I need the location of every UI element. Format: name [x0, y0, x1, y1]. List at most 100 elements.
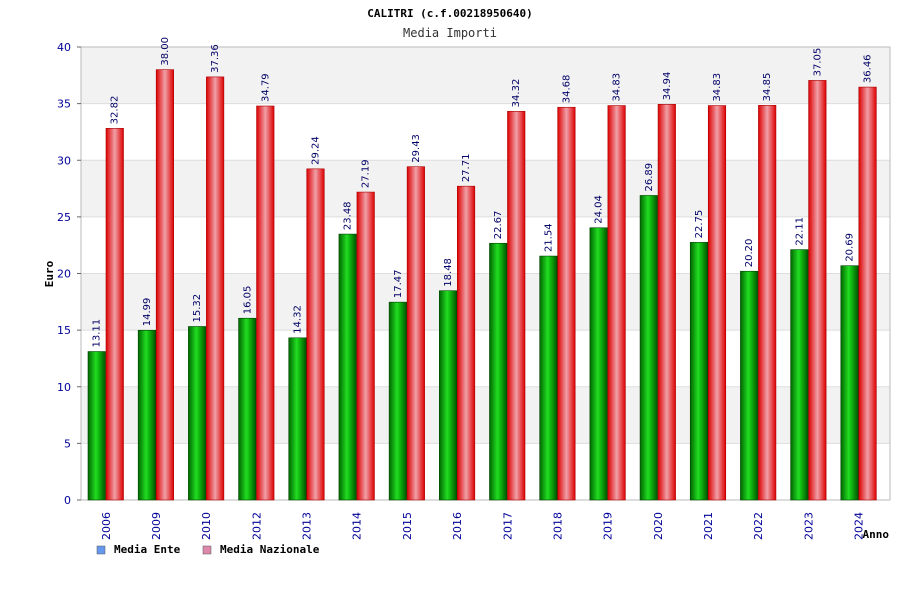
bar-media-nazionale: [406, 166, 425, 501]
bar-value-label: 23.48: [343, 201, 354, 230]
bar-value-label: 18.48: [443, 258, 454, 287]
bar-media-nazionale: [256, 105, 275, 501]
bar-value-label: 24.04: [594, 195, 605, 224]
bar-media-nazionale: [858, 86, 877, 501]
bar-value-label: 29.43: [411, 134, 422, 163]
bar-value-label: 34.83: [712, 73, 723, 102]
bar-value-label: 34.32: [511, 79, 522, 108]
bar-media-ente: [740, 270, 759, 501]
bar-value-label: 34.85: [762, 73, 773, 102]
y-axis-label: Euro: [43, 260, 56, 287]
bar-media-nazionale: [808, 80, 827, 501]
x-axis-label: Anno: [863, 528, 890, 541]
bar-media-nazionale: [758, 105, 777, 501]
y-tick-label: 0: [64, 494, 71, 507]
bar-media-ente: [137, 329, 156, 501]
bar-value-label: 37.36: [210, 44, 221, 73]
bar-media-ente: [840, 265, 859, 501]
legend-label-nazionale: Media Nazionale: [220, 543, 320, 556]
bar-value-label: 36.46: [863, 54, 874, 83]
bar-media-nazionale: [507, 111, 526, 501]
bar-value-label: 32.82: [110, 96, 121, 125]
bar-media-nazionale: [306, 168, 325, 501]
legend-swatch-nazionale: [202, 545, 212, 555]
y-tick-label: 40: [57, 41, 71, 54]
bar-media-ente: [689, 242, 709, 501]
x-tick-label: 2010: [200, 512, 213, 540]
bar-media-ente: [439, 290, 458, 501]
x-tick-label: 2021: [702, 512, 715, 540]
bar-value-label: 37.05: [812, 48, 823, 77]
y-tick-label: 20: [57, 268, 71, 281]
chart-subtitle: Media Importi: [403, 26, 497, 40]
x-tick-label: 2018: [551, 512, 564, 540]
y-tick-label: 5: [64, 437, 71, 450]
bar-value-label: 13.11: [92, 319, 103, 348]
bar-media-ente: [238, 317, 257, 501]
bar-media-ente: [87, 351, 106, 501]
bar-media-ente: [639, 195, 658, 501]
x-tick-label: 2006: [100, 512, 113, 540]
x-tick-label: 2017: [501, 512, 514, 540]
bar-media-ente: [539, 255, 558, 501]
bar-media-nazionale: [105, 128, 124, 501]
x-tick-label: 2020: [652, 512, 665, 540]
y-tick-label: 10: [57, 381, 71, 394]
bar-value-label: 34.94: [662, 72, 673, 101]
bar-value-label: 27.71: [461, 154, 472, 183]
x-tick-label: 2024: [853, 512, 866, 540]
x-tick-label: 2014: [351, 512, 364, 540]
bar-value-label: 17.47: [393, 270, 404, 299]
bar-media-nazionale: [457, 185, 476, 501]
bar-value-label: 22.67: [493, 211, 504, 240]
x-tick-label: 2016: [451, 512, 464, 540]
bar-value-label: 16.05: [242, 286, 253, 315]
bar-value-label: 20.69: [845, 233, 856, 262]
y-tick-label: 35: [57, 98, 71, 111]
x-tick-label: 2015: [401, 512, 414, 540]
chart-title: CALITRI (c.f.00218950640): [367, 7, 533, 20]
bar-media-nazionale: [707, 105, 727, 501]
x-axis: 2006 2009 2010 2012 2013 2014 2015 2016 2017 2018…: [100, 512, 866, 540]
bar-media-ente: [288, 337, 307, 501]
bar-media-ente: [489, 242, 508, 501]
y-tick-label: 25: [57, 211, 71, 224]
bar-media-ente: [589, 227, 608, 501]
bar-value-label: 22.11: [794, 217, 805, 246]
bar-value-label: 21.54: [543, 223, 554, 252]
legend-label-ente: Media Ente: [114, 543, 181, 556]
x-tick-label: 2009: [150, 512, 163, 540]
bar-value-label: 38.00: [160, 37, 171, 66]
bar-value-label: 29.24: [311, 136, 322, 165]
bar-media-nazionale: [356, 191, 375, 501]
bar-media-nazionale: [155, 69, 174, 501]
bar-media-nazionale: [657, 104, 676, 501]
bar-media-ente: [790, 249, 809, 501]
bar-media-ente: [188, 326, 207, 501]
bar-value-label: 26.89: [644, 163, 655, 192]
bar-media-ente: [338, 233, 357, 501]
bar-value-label: 34.68: [561, 75, 572, 104]
bar-value-label: 34.79: [260, 73, 271, 102]
legend-swatch-ente: [96, 545, 106, 555]
bar-value-label: 20.20: [744, 239, 755, 268]
bar-value-label: 27.19: [361, 159, 372, 188]
x-tick-label: 2012: [250, 512, 263, 540]
bar-value-label: 22.75: [694, 210, 705, 239]
x-tick-label: 2022: [752, 512, 765, 540]
bar-value-label: 34.83: [612, 73, 623, 102]
x-tick-label: 2023: [802, 512, 815, 540]
y-tick-label: 30: [57, 154, 71, 167]
bar-media-ente: [388, 301, 407, 501]
bar-value-label: 14.99: [142, 298, 153, 327]
bars-group: 13.11 32.82 14.99 38.00 15.32 37.36 16.05 34.79…: [87, 37, 877, 501]
bar-value-label: 14.32: [293, 305, 304, 334]
x-tick-label: 2013: [301, 512, 314, 540]
y-axis: 0 5 10 15 20 25 30 35 40: [57, 41, 81, 507]
bar-value-label: 15.32: [192, 294, 203, 323]
x-tick-label: 2019: [602, 512, 615, 540]
legend: Media Ente Media Nazionale: [96, 543, 320, 556]
bar-media-nazionale: [607, 105, 626, 501]
bar-media-nazionale: [206, 76, 225, 501]
